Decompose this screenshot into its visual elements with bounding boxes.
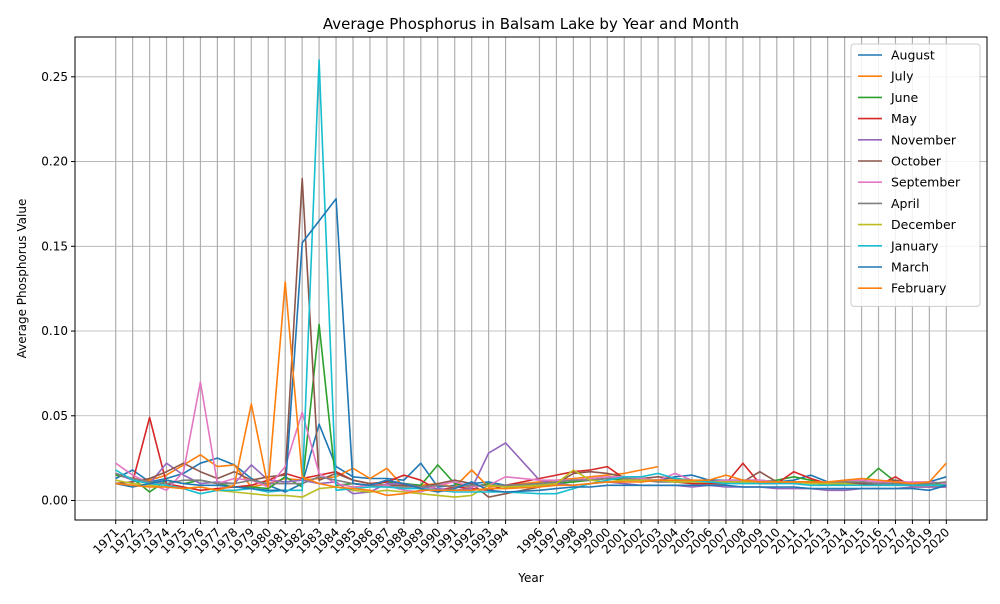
- legend-label: February: [891, 281, 947, 296]
- y-tick-label: 0.20: [41, 155, 68, 169]
- legend-label: September: [891, 175, 961, 190]
- legend-label: August: [891, 48, 935, 63]
- legend: August July June May November October Septembe…: [850, 43, 981, 307]
- x-axis-label: Year: [517, 571, 543, 585]
- legend-label: January: [890, 238, 939, 253]
- legend-label: December: [891, 217, 957, 232]
- y-tick-label: 0.10: [41, 324, 68, 338]
- grid-lines: [75, 37, 987, 520]
- series-line-february: [115, 281, 947, 497]
- y-tick-label: 0.15: [41, 239, 68, 253]
- legend-label: March: [891, 260, 929, 275]
- legend-label: May: [891, 111, 917, 126]
- y-tick-label: 0.00: [41, 494, 68, 508]
- series-line-march: [115, 198, 947, 493]
- chart-title: Average Phosphorus in Balsam Lake by Yea…: [323, 15, 739, 33]
- legend-label: November: [891, 132, 957, 147]
- legend-box: [850, 43, 981, 307]
- series-line-july: [115, 453, 659, 488]
- y-axis-label: Average Phosphorus Value: [15, 199, 29, 359]
- y-tick-label: 0.25: [41, 70, 68, 84]
- x-axis-ticks: 1971197219731974197519761977197819791980…: [90, 520, 952, 557]
- series-line-may: [115, 416, 947, 492]
- legend-label: June: [890, 90, 919, 105]
- series-line-december: [115, 469, 947, 498]
- series-lines: [115, 59, 947, 498]
- legend-label: April: [891, 196, 920, 211]
- legend-label: July: [890, 69, 914, 84]
- axes-frame: [74, 36, 988, 521]
- legend-label: October: [891, 154, 942, 169]
- y-axis-ticks: 0.00 0.05 0.10 0.15 0.20 0.25: [41, 70, 75, 508]
- y-tick-label: 0.05: [41, 409, 68, 423]
